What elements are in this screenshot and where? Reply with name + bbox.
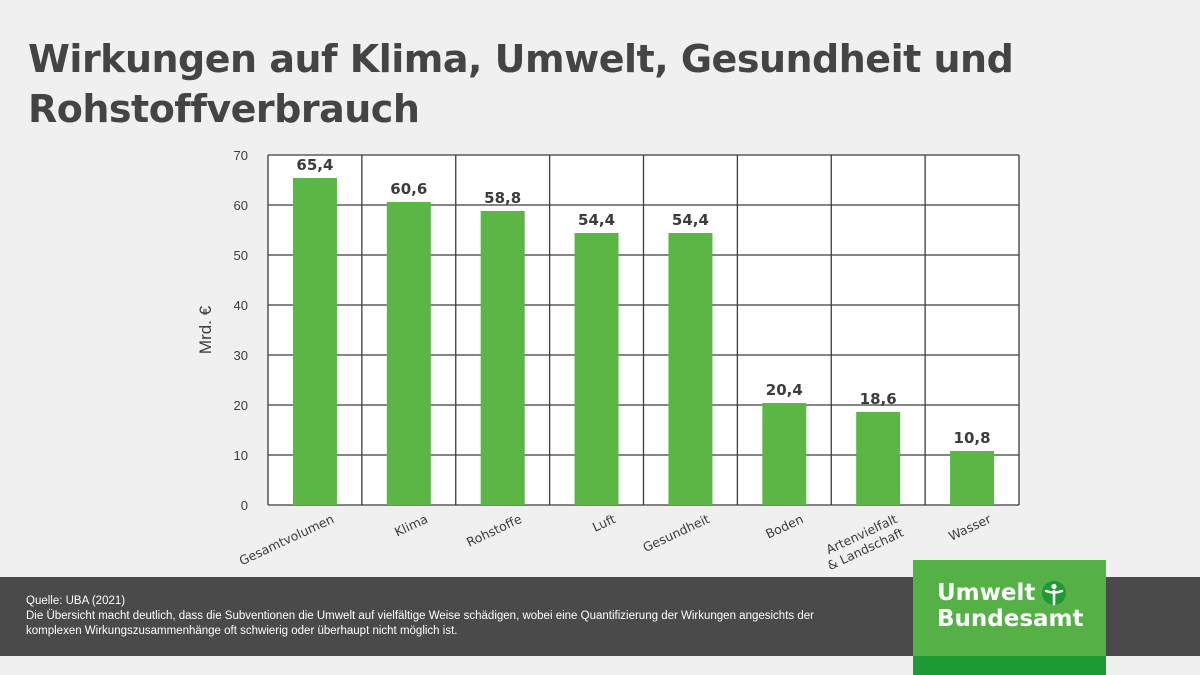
bar xyxy=(480,211,525,505)
logo-band xyxy=(913,656,1106,675)
y-tick-label: 10 xyxy=(234,448,248,463)
footer-text: Quelle: UBA (2021) Die Übersicht macht d… xyxy=(26,594,846,639)
y-tick-label: 40 xyxy=(234,298,248,313)
uba-logo: Umwelt Bundesamt xyxy=(913,560,1106,675)
x-tick-label: Wasser xyxy=(946,511,994,544)
bar xyxy=(856,412,901,505)
data-label: 58,8 xyxy=(484,189,521,207)
y-tick-label: 0 xyxy=(241,498,248,513)
data-label: 54,4 xyxy=(578,211,615,229)
y-tick-label: 70 xyxy=(234,148,248,163)
y-tick-label: 20 xyxy=(234,398,248,413)
x-tick-label: Boden xyxy=(763,511,805,541)
x-tick-label: Artenvielfalt& Landschaft xyxy=(819,511,906,573)
uba-figure-icon xyxy=(1042,581,1066,606)
data-label: 18,6 xyxy=(860,390,897,408)
x-tick-label: Gesundheit xyxy=(640,511,711,555)
bar xyxy=(292,178,337,505)
y-tick-label: 50 xyxy=(234,248,248,263)
bar xyxy=(668,233,713,505)
x-tick-label: Klima xyxy=(392,511,430,539)
x-tick-label: Luft xyxy=(590,511,618,535)
bar xyxy=(386,202,431,505)
data-label: 60,6 xyxy=(390,180,427,198)
bar xyxy=(762,403,807,505)
data-label: 65,4 xyxy=(296,156,333,174)
data-label: 54,4 xyxy=(672,211,709,229)
x-tick-label: Rohstoffe xyxy=(464,511,524,550)
bar xyxy=(574,233,619,505)
footer-description: Die Übersicht macht deutlich, dass die S… xyxy=(26,610,814,637)
y-tick-label: 60 xyxy=(234,198,248,213)
source-note: Quelle: UBA (2021) xyxy=(26,595,126,607)
y-axis-label: Mrd. € xyxy=(196,305,215,354)
logo-line-1: Umwelt xyxy=(937,580,1036,606)
bar-chart: 0 10 20 30 40 50 60 70 Mrd. € 65,4 Gesamtvolumen 60… xyxy=(196,148,1020,573)
chart-title: Wirkungen auf Klima, Umwelt, Gesundheit … xyxy=(28,37,1014,131)
x-tick-label: Gesamtvolumen xyxy=(237,511,337,568)
logo-line-2: Bundesamt xyxy=(937,606,1084,632)
data-label: 20,4 xyxy=(766,381,803,399)
bar xyxy=(950,451,995,505)
data-label: 10,8 xyxy=(954,429,991,447)
y-tick-label: 30 xyxy=(234,348,248,363)
